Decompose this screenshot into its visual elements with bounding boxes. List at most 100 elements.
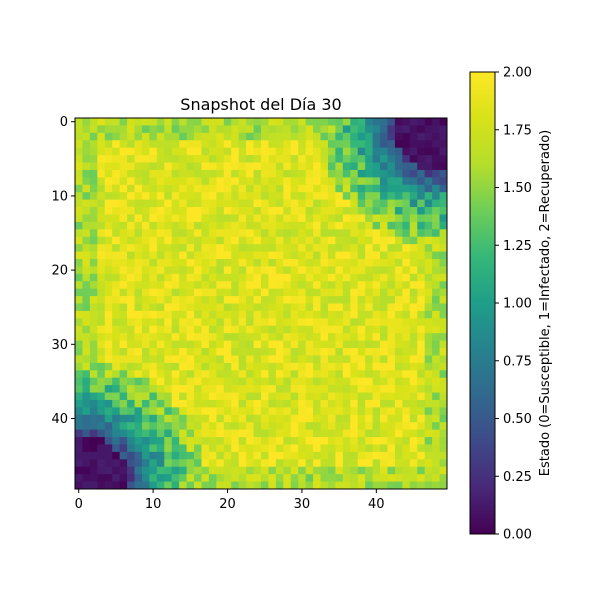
heatmap-cell: [164, 199, 173, 208]
heatmap-cell: [127, 169, 135, 178]
heatmap-cell: [313, 207, 321, 215]
heatmap-cell: [156, 355, 165, 364]
heatmap-cell: [268, 140, 277, 149]
heatmap-cell: [156, 207, 165, 215]
heatmap-cell: [365, 362, 373, 371]
heatmap-cell: [372, 266, 381, 275]
heatmap-cell: [327, 466, 336, 475]
heatmap-cell: [380, 169, 388, 178]
heatmap-cell: [127, 207, 135, 215]
heatmap-cell: [357, 266, 366, 275]
heatmap-cell: [432, 340, 440, 349]
heatmap-cell: [171, 155, 180, 163]
heatmap-cell: [75, 348, 83, 356]
heatmap-cell: [238, 392, 247, 401]
heatmap-cell: [156, 125, 165, 134]
heatmap-cell: [231, 236, 240, 245]
heatmap-cell: [350, 207, 359, 215]
heatmap-cell: [97, 399, 106, 408]
heatmap-cell: [97, 340, 106, 349]
heatmap-cell: [253, 229, 262, 238]
heatmap-cell: [290, 244, 299, 252]
heatmap-cell: [402, 466, 411, 475]
heatmap-cell: [387, 303, 396, 312]
heatmap-cell: [432, 429, 440, 438]
heatmap-cell: [253, 273, 262, 282]
heatmap-cell: [261, 422, 269, 431]
heatmap-cell: [283, 303, 292, 312]
heatmap-cell: [335, 199, 344, 208]
heatmap-cell: [439, 155, 448, 163]
heatmap-cell: [149, 132, 158, 141]
heatmap-cell: [305, 214, 314, 223]
heatmap-cell: [89, 429, 98, 438]
heatmap-cell: [134, 444, 143, 453]
heatmap-cell: [313, 399, 321, 408]
heatmap-cell: [104, 288, 113, 297]
heatmap-cell: [394, 474, 403, 482]
heatmap-cell: [424, 199, 433, 208]
heatmap-cell: [156, 370, 165, 379]
heatmap-cell: [387, 155, 396, 163]
heatmap-cell: [432, 362, 440, 371]
heatmap-cell: [417, 199, 426, 208]
heatmap-cell: [238, 140, 247, 149]
heatmap-cell: [268, 132, 277, 141]
heatmap-cell: [261, 310, 269, 319]
heatmap-cell: [179, 348, 187, 356]
heatmap-cell: [320, 414, 329, 423]
heatmap-cell: [179, 407, 187, 416]
heatmap-cell: [223, 273, 232, 282]
heatmap-cell: [335, 273, 344, 282]
heatmap-cell: [417, 437, 426, 445]
heatmap-cell: [201, 125, 210, 134]
heatmap-cell: [164, 370, 173, 379]
heatmap-cell: [305, 325, 314, 334]
heatmap-cell: [327, 385, 336, 393]
heatmap-cell: [298, 466, 307, 475]
heatmap-cell: [75, 207, 83, 215]
heatmap-cell: [409, 459, 418, 468]
heatmap-cell: [394, 325, 403, 334]
heatmap-cell: [179, 385, 187, 393]
heatmap-cell: [112, 437, 121, 445]
heatmap-cell: [268, 125, 277, 134]
heatmap-cell: [246, 169, 254, 178]
heatmap-cell: [89, 355, 98, 364]
heatmap-cell: [179, 266, 187, 275]
heatmap-cell: [238, 162, 247, 171]
heatmap-cell: [335, 414, 344, 423]
heatmap-cell: [171, 370, 180, 379]
heatmap-cell: [156, 214, 165, 223]
heatmap-cell: [372, 147, 381, 156]
heatmap-cell: [208, 362, 217, 371]
heatmap-cell: [82, 258, 91, 267]
heatmap-cell: [223, 192, 232, 201]
heatmap-cell: [342, 140, 351, 149]
heatmap-cell: [253, 333, 262, 341]
heatmap-cell: [119, 370, 128, 379]
heatmap-cell: [417, 333, 426, 341]
heatmap-cell: [380, 296, 388, 304]
heatmap-cell: [238, 355, 247, 364]
heatmap-cell: [141, 414, 150, 423]
heatmap-cell: [365, 481, 373, 490]
heatmap-cell: [104, 169, 113, 178]
heatmap-cell: [134, 140, 143, 149]
heatmap-cell: [82, 266, 91, 275]
heatmap-cell: [171, 422, 180, 431]
heatmap-cell: [75, 288, 83, 297]
heatmap-cell: [394, 303, 403, 312]
heatmap-cell: [149, 177, 158, 186]
heatmap-cell: [164, 296, 173, 304]
heatmap-cell: [208, 325, 217, 334]
heatmap-cell: [275, 221, 284, 230]
heatmap-cell: [141, 296, 150, 304]
heatmap-cell: [134, 481, 143, 490]
heatmap-cell: [290, 385, 299, 393]
heatmap-cell: [201, 385, 210, 393]
heatmap-cell: [380, 325, 388, 334]
heatmap-cell: [149, 140, 158, 149]
heatmap-cell: [439, 207, 448, 215]
heatmap-cell: [417, 296, 426, 304]
